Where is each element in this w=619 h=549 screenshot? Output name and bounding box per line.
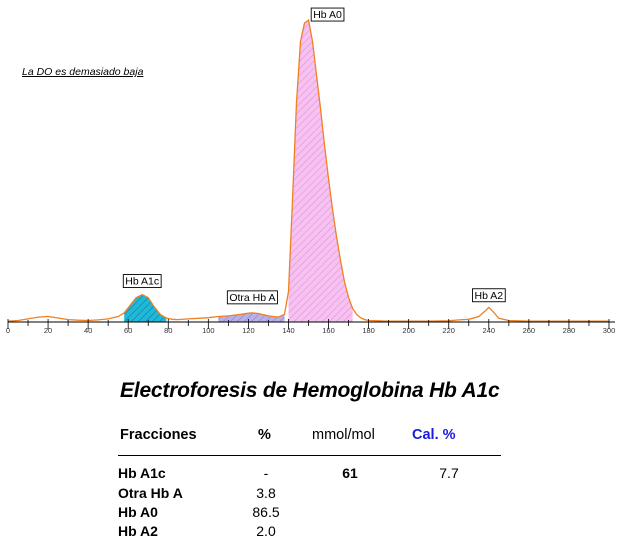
row-name: Hb A1c: [118, 465, 166, 481]
peak-label: Otra Hb A: [229, 292, 275, 304]
row-name: Hb A2: [118, 523, 158, 539]
peak-label: Hb A2: [474, 290, 503, 302]
header-percent: %: [258, 427, 271, 443]
x-tick-label: 120: [242, 326, 255, 335]
row-percent: 2.0: [256, 523, 276, 539]
x-tick-label: 100: [202, 326, 215, 335]
peak-label: Hb A1c: [125, 276, 159, 288]
row-name: Hb A0: [118, 504, 158, 520]
x-tick-label: 80: [164, 326, 172, 335]
peak-label-box: [472, 288, 506, 303]
row-name: Otra Hb A: [118, 485, 183, 501]
row-mmol: 61: [342, 465, 358, 481]
peak-label: Hb A0: [313, 9, 342, 21]
row-percent: 86.5: [252, 504, 280, 520]
x-tick-label: 220: [442, 326, 455, 335]
header-cal-percent: Cal. %: [412, 427, 456, 443]
x-tick-label: 160: [322, 326, 335, 335]
x-tick-label: 20: [44, 326, 52, 335]
low-od-warning: La DO es demasiado baja: [22, 66, 144, 78]
peak-label-box: [226, 290, 278, 305]
report-title: Electroforesis de Hemoglobina Hb A1c: [120, 379, 500, 402]
x-tick-label: 40: [84, 326, 92, 335]
hba0-peak-area: [288, 20, 353, 322]
row-percent: 3.8: [256, 485, 276, 501]
x-tick-label: 280: [563, 326, 576, 335]
row-percent: -: [263, 465, 269, 481]
x-tick-label: 260: [523, 326, 536, 335]
hba1c-peak-area: [124, 294, 167, 322]
header-fracciones: Fracciones: [120, 427, 197, 443]
x-tick-label: 0: [6, 326, 10, 335]
electropherogram-trace: [7, 18, 609, 322]
x-tick-label: 60: [124, 326, 132, 335]
electropherogram-chart: 0 20 40 60 80 100 120 140 160 180 200 220 240 260 280 3…: [6, 7, 616, 335]
peak-label-box: [122, 274, 162, 288]
header-mmol: mmol/mol: [312, 427, 375, 443]
x-tick-label: 300: [603, 326, 616, 335]
header-separator: [118, 455, 501, 456]
row-cal: 7.7: [439, 465, 459, 481]
x-tick-label: 200: [402, 326, 415, 335]
x-tick-label: 240: [483, 326, 496, 335]
peak-label-box: [310, 7, 345, 22]
x-tick-label: 180: [362, 326, 375, 335]
x-tick-label: 140: [282, 326, 295, 335]
